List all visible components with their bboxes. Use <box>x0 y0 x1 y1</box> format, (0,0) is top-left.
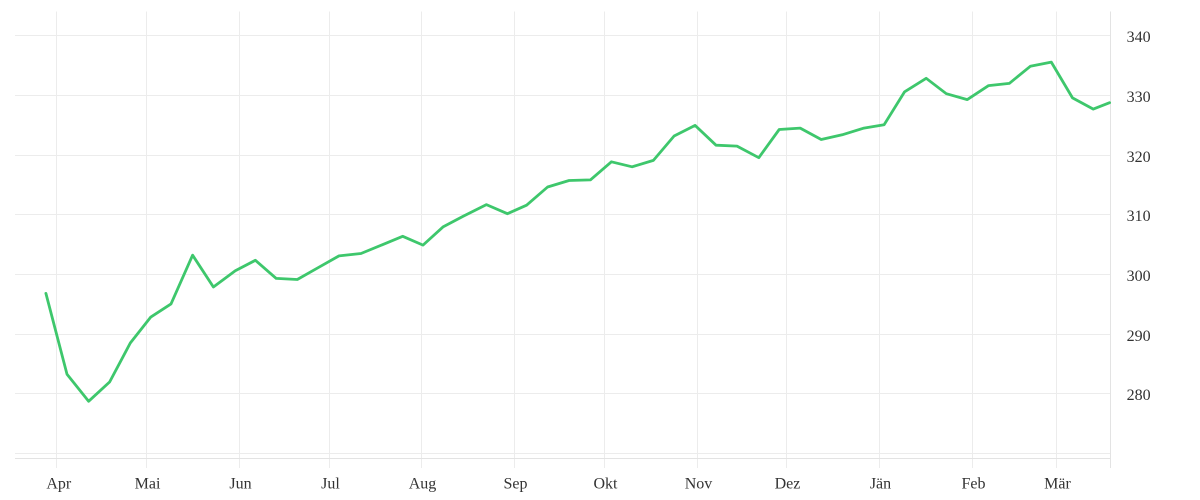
svg-text:330: 330 <box>1127 89 1151 106</box>
svg-text:Nov: Nov <box>685 475 713 492</box>
svg-text:Mär: Mär <box>1044 475 1071 492</box>
svg-text:Sep: Sep <box>504 475 528 492</box>
svg-text:320: 320 <box>1127 149 1151 166</box>
svg-text:280: 280 <box>1127 387 1151 404</box>
svg-text:310: 310 <box>1127 208 1151 225</box>
svg-text:340: 340 <box>1127 29 1151 46</box>
svg-text:Mai: Mai <box>135 475 161 492</box>
svg-text:300: 300 <box>1127 268 1151 285</box>
svg-text:Apr: Apr <box>46 475 72 492</box>
svg-text:Okt: Okt <box>594 475 619 492</box>
svg-text:Dez: Dez <box>775 475 801 492</box>
svg-text:290: 290 <box>1127 328 1151 345</box>
svg-text:Jun: Jun <box>229 475 251 492</box>
svg-text:Jän: Jän <box>870 475 891 492</box>
svg-text:Feb: Feb <box>962 475 986 492</box>
svg-text:Jul: Jul <box>321 475 340 492</box>
svg-text:Aug: Aug <box>409 475 437 492</box>
